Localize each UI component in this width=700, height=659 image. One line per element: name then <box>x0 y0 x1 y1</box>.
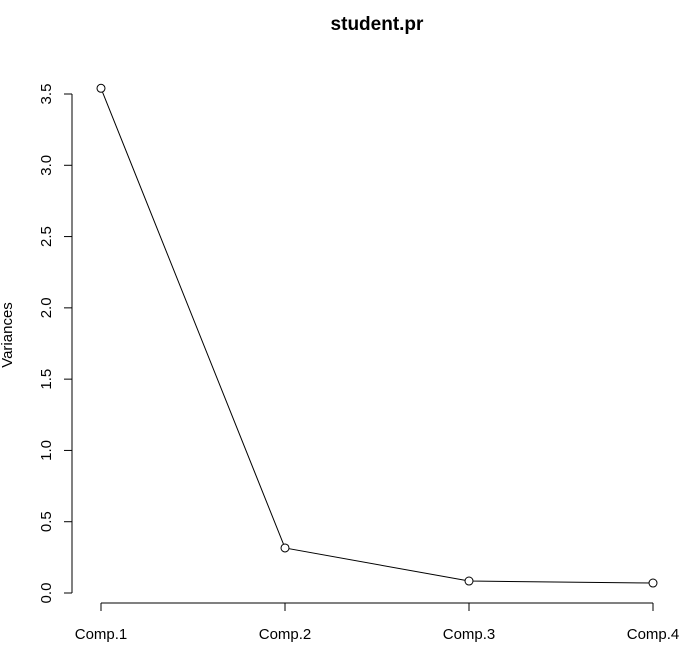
y-tick-label: 3.5 <box>38 84 55 105</box>
y-tick-label: 3.0 <box>38 155 55 176</box>
point <box>648 578 658 588</box>
y-tick-label: 2.5 <box>38 226 55 247</box>
y-tick-label: 1.5 <box>38 369 55 390</box>
x-tick-label: Comp.1 <box>75 626 128 643</box>
y-tick-label: 2.0 <box>38 297 55 318</box>
x-tick-label: Comp.2 <box>259 626 312 643</box>
chart-title: student.pr <box>331 14 424 35</box>
point <box>96 83 106 93</box>
point <box>464 576 474 586</box>
x-tick-label: Comp.3 <box>443 626 496 643</box>
line <box>100 88 654 584</box>
y-axis-label: Variances <box>0 302 16 368</box>
y-tick-label: 1.0 <box>38 440 55 461</box>
x-tick-label: Comp.4 <box>627 626 680 643</box>
y-tick-label: 0.5 <box>38 511 55 532</box>
y-tick-label: 0.0 <box>38 583 55 604</box>
point <box>280 543 290 553</box>
